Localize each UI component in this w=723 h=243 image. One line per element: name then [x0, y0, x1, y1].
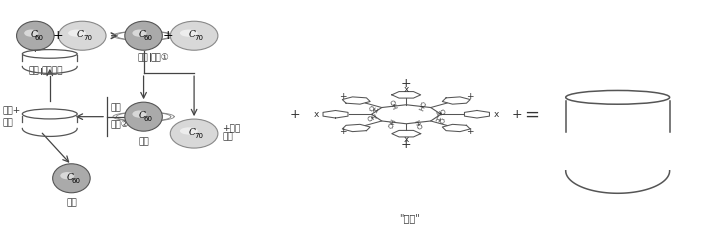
Text: "杯酚": "杯酚"	[400, 213, 420, 223]
Text: C: C	[67, 173, 73, 182]
Text: C: C	[189, 30, 196, 39]
Text: x: x	[313, 110, 319, 119]
Text: +: +	[401, 138, 411, 151]
Text: OH: OH	[388, 118, 397, 129]
Text: C: C	[189, 128, 196, 137]
Ellipse shape	[132, 29, 147, 37]
Text: 操作②: 操作②	[111, 119, 129, 128]
Text: OH: OH	[367, 106, 378, 115]
Text: OH: OH	[388, 99, 397, 111]
Text: 甲苯: 甲苯	[138, 53, 149, 62]
Text: C: C	[139, 30, 145, 39]
Text: C: C	[30, 30, 38, 39]
Text: 60: 60	[143, 116, 153, 122]
Ellipse shape	[180, 127, 198, 135]
Text: +: +	[338, 92, 346, 101]
Ellipse shape	[59, 21, 106, 50]
Ellipse shape	[68, 29, 86, 37]
Text: x: x	[494, 110, 499, 119]
Ellipse shape	[53, 164, 90, 193]
Text: 60: 60	[71, 178, 80, 184]
Text: OH: OH	[434, 106, 445, 115]
Text: 60: 60	[143, 35, 153, 41]
Text: 分离: 分离	[28, 66, 39, 75]
Text: =: =	[524, 105, 539, 123]
Text: x: x	[403, 85, 409, 94]
Ellipse shape	[17, 21, 54, 50]
Text: 氯仿+: 氯仿+	[3, 106, 21, 115]
Text: +甲苯: +甲苯	[222, 125, 241, 134]
Text: +: +	[466, 127, 474, 136]
Text: 固体: 固体	[66, 198, 77, 207]
Text: C: C	[77, 30, 84, 39]
Ellipse shape	[60, 172, 74, 179]
Text: 循环利用: 循环利用	[42, 66, 64, 75]
Text: OH: OH	[434, 113, 445, 123]
Text: +: +	[163, 29, 174, 42]
Text: 操作①: 操作①	[151, 53, 170, 62]
Text: OH: OH	[367, 113, 378, 123]
Ellipse shape	[125, 102, 163, 131]
Text: 溶液: 溶液	[3, 118, 14, 127]
Text: C: C	[139, 111, 145, 120]
Text: +: +	[512, 108, 523, 121]
Text: 70: 70	[83, 35, 92, 41]
Ellipse shape	[171, 119, 218, 148]
Ellipse shape	[171, 21, 218, 50]
Text: 70: 70	[194, 35, 204, 41]
Text: 溶液: 溶液	[222, 133, 233, 142]
Text: +: +	[466, 92, 474, 101]
Text: +: +	[338, 127, 346, 136]
Ellipse shape	[132, 110, 147, 118]
Ellipse shape	[125, 21, 163, 50]
Text: 氯仿: 氯仿	[111, 104, 121, 113]
Text: +: +	[401, 77, 411, 90]
Text: OH: OH	[416, 118, 425, 129]
Text: 70: 70	[194, 133, 204, 139]
Text: +: +	[53, 29, 64, 42]
Ellipse shape	[24, 29, 38, 37]
Ellipse shape	[180, 29, 198, 37]
Text: +: +	[290, 108, 301, 121]
Text: 60: 60	[35, 35, 44, 41]
Text: 固体: 固体	[138, 138, 149, 147]
Text: OH: OH	[416, 99, 425, 111]
Text: x: x	[403, 135, 409, 144]
